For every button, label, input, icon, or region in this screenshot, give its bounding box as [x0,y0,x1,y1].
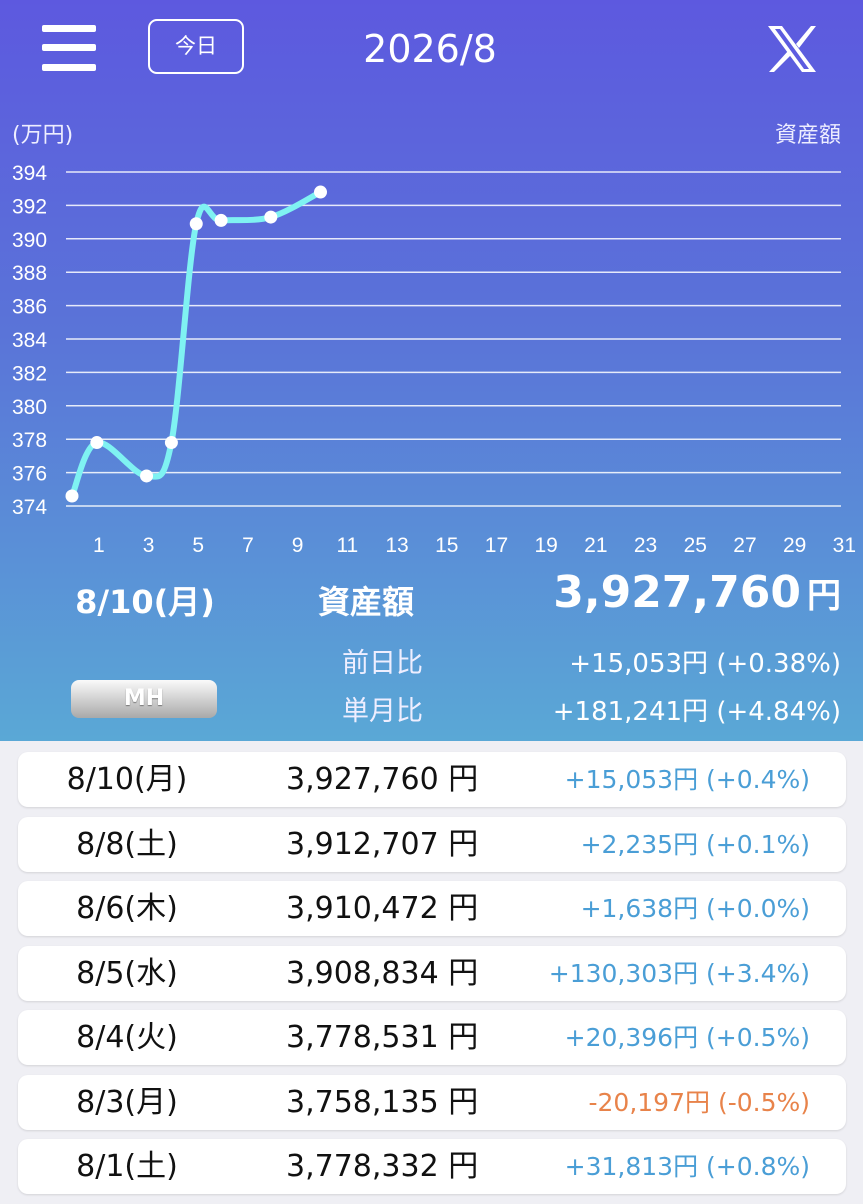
row-date: 8/1(土) [76,1149,178,1184]
month-value: +181,241円 (+4.84%) [552,697,841,727]
row-diff: +15,053円 (+0.4%) [564,765,810,794]
x-tick-label: 23 [634,534,657,557]
x-tick-label: 31 [833,534,856,557]
selected-date: 8/10(月) [75,583,215,621]
row-date: 8/6(木) [76,891,178,926]
history-list: 8/10(月) 3,927,760 円 +15,053円 (+0.4%) 8/8(土)… [18,752,846,1204]
data-point [164,436,178,450]
list-item[interactable]: 8/1(土) 3,778,332 円 +31,813円 (+0.8%) [18,1139,846,1194]
y-tick-label: 390 [12,229,47,252]
row-amount: 3,778,332 円 [286,1149,479,1184]
row-amount: 3,912,707 円 [286,826,479,862]
data-point [314,185,327,199]
list-item[interactable]: 8/4(火) 3,778,531 円 +20,396円 (+0.5%) [18,1010,846,1065]
row-diff: +20,396円 (+0.5%) [564,1023,810,1052]
row-amount: 3,758,135 円 [286,1084,479,1120]
y-tick-label: 380 [12,396,47,419]
data-point [65,489,79,503]
y-tick-label: 374 [12,496,47,519]
asset-label: 資産額 [318,583,415,621]
row-date: 8/3(月) [76,1084,178,1120]
list-item[interactable]: 8/8(土) 3,912,707 円 +2,235円 (+0.1%) [18,816,846,872]
data-point [264,210,278,224]
list-item[interactable]: 8/6(木) 3,910,472 円 +1,638円 (+0.0%) [18,881,846,936]
data-point [140,469,154,483]
page-title: 2026/8 [363,27,497,71]
row-amount: 3,910,472 円 [286,891,479,926]
x-tick-label: 11 [336,534,358,557]
row-amount: 3,927,760 円 [286,762,479,797]
chart-legend: 資産額 [774,123,841,148]
x-tick-label: 25 [684,534,707,557]
asset-amount-value: 3,927,760 [553,567,801,618]
x-tick-label: 1 [93,534,105,557]
list-item[interactable]: 8/3(月) 3,758,135 円 -20,197円 (-0.5%) [18,1074,846,1130]
row-diff: +130,303円 (+3.4%) [548,958,810,988]
prev-day-label: 前日比 [342,648,423,679]
y-tick-label: 388 [12,262,47,285]
y-tick-label: 384 [12,329,47,352]
asset-amount-yen: 円 [807,576,841,616]
data-point [90,436,104,450]
list-item[interactable]: 8/10(月) 3,927,760 円 +15,053円 (+0.4%) [18,752,846,807]
row-amount: 3,908,834 円 [286,955,479,991]
x-tick-label: 15 [435,534,458,557]
data-point [214,213,228,227]
today-button[interactable]: 今日 [148,19,244,74]
x-tick-label: 7 [242,534,254,557]
x-logo-icon[interactable] [766,24,818,74]
y-tick-label: 392 [12,195,47,218]
x-tick-label: 13 [385,534,408,557]
hamburger-menu-icon[interactable] [42,25,96,71]
row-diff: -20,197円 (-0.5%) [588,1087,811,1117]
x-tick-label: 27 [733,534,756,557]
list-item[interactable]: 8/5(水) 3,908,834 円 +130,303円 (+3.4%) [18,945,846,1001]
x-tick-label: 3 [143,534,155,557]
x-tick-label: 17 [485,534,508,557]
summary-panel: 今日 2026/8 (万円) 資産額 374 376 378 380 382 384 386… [0,0,863,741]
row-amount: 3,778,531 円 [286,1020,479,1055]
row-diff: +1,638円 (+0.0%) [580,894,810,923]
month-label: 単月比 [342,696,423,727]
y-tick-label: 386 [12,296,47,319]
x-tick-label: 19 [534,534,557,557]
chart-y-unit: (万円) [12,123,74,148]
row-date: 8/8(土) [76,826,178,862]
asset-amount: 3,927,760 円 [553,567,841,618]
prev-day-value: +15,053円 (+0.38%) [569,649,841,679]
series-line [69,189,324,499]
data-point [189,217,203,231]
x-tick-label: 9 [292,534,304,557]
mh-button[interactable]: MH [71,680,217,718]
row-date: 8/10(月) [66,762,188,797]
x-tick-label: 21 [584,534,607,557]
y-tick-label: 376 [12,463,47,486]
row-date: 8/4(火) [76,1020,178,1055]
row-diff: +2,235円 (+0.1%) [580,829,810,859]
y-tick-label: 394 [12,162,47,185]
row-date: 8/5(水) [76,955,178,991]
y-tick-label: 382 [12,362,47,385]
x-tick-label: 5 [192,534,204,557]
x-tick-label: 29 [783,534,806,557]
row-diff: +31,813円 (+0.8%) [564,1152,810,1181]
y-tick-label: 378 [12,429,47,452]
